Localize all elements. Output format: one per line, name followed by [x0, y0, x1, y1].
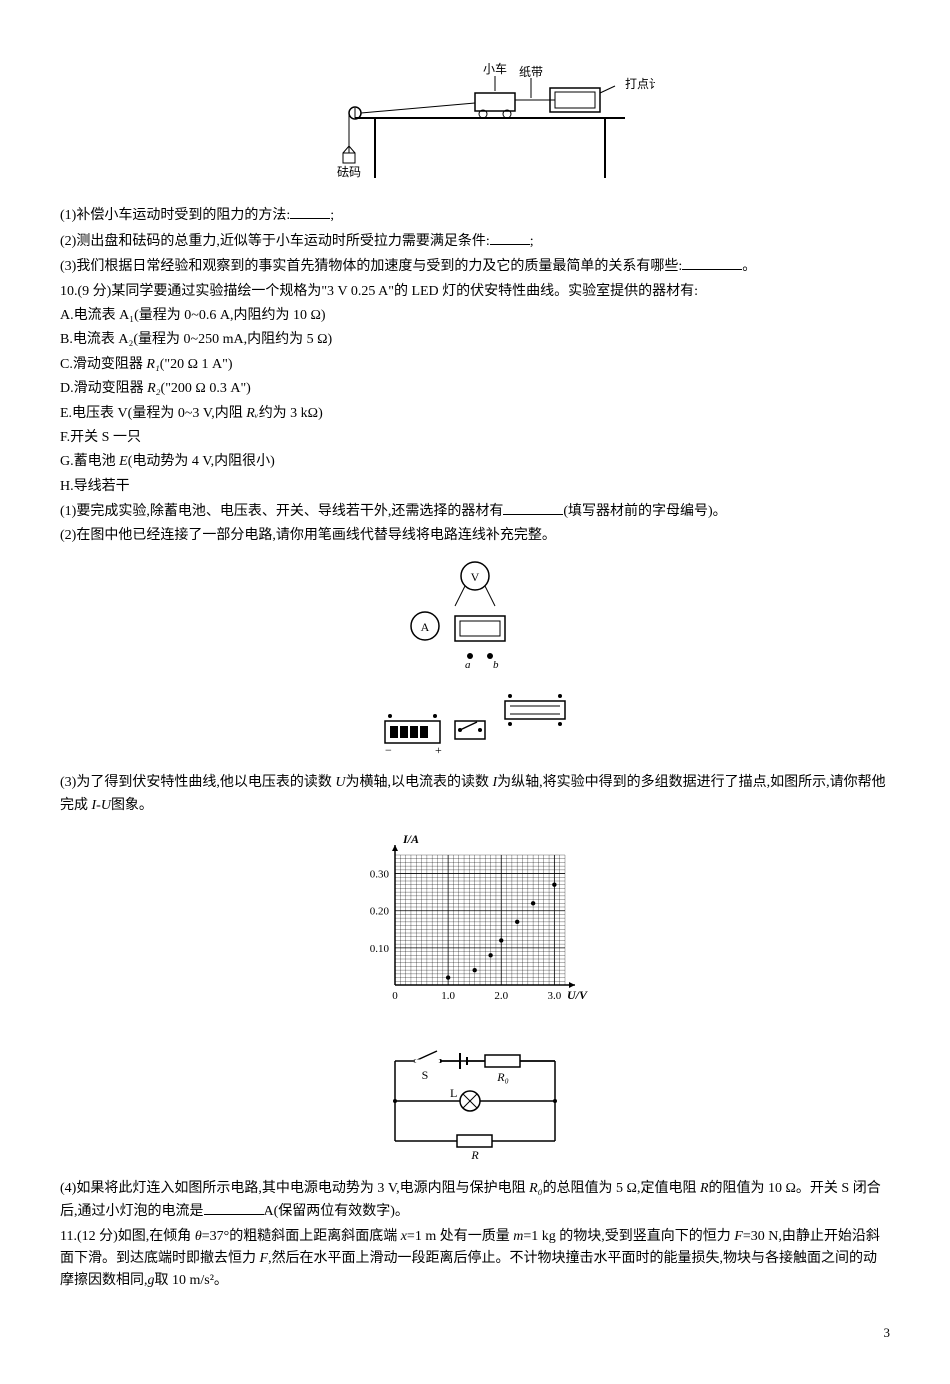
page-number: 3 — [60, 1323, 890, 1344]
fig-cart-setup: 砝码 小车 纸带 打点计时器 — [60, 48, 890, 196]
svg-text:A: A — [421, 620, 430, 634]
q9-3: (3)我们根据日常经验和观察到的事实首先猜物体的加速度与受到的力及它的质量最简单… — [60, 255, 890, 278]
q10-H: H.导线若干 — [60, 476, 890, 498]
svg-text:R: R — [470, 1148, 479, 1161]
svg-text:U/V: U/V — [567, 988, 588, 1002]
svg-text:b: b — [493, 659, 499, 671]
q10-3: (3)为了得到伏安特性曲线,他以电压表的读数 U为横轴,以电流表的读数 I为纵轴… — [60, 772, 890, 817]
q10-G: G.蓄电池 E(电动势为 4 V,内阻很小) — [60, 451, 890, 473]
svg-text:S: S — [422, 1068, 429, 1082]
q10-E: E.电压表 V(量程为 0~3 V,内阻 Rᵥ约为 3 kΩ) — [60, 403, 890, 425]
svg-text:I/A: I/A — [402, 832, 419, 846]
q10-B: B.电流表 A₂(量程为 0~250 mA,内阻约为 5 Ω) — [60, 329, 890, 351]
q10-4: (4)如果将此灯连入如图所示电路,其中电源电动势为 3 V,电源内阻与保护电阻 … — [60, 1178, 890, 1224]
svg-text:3.0: 3.0 — [548, 990, 562, 1002]
q9-2: (2)测出盘和砝码的总重力,近似等于小车运动时所受拉力需要满足条件:; — [60, 230, 890, 253]
svg-text:L: L — [450, 1086, 457, 1100]
svg-text:a: a — [465, 659, 471, 671]
q10-A: A.电流表 A₁(量程为 0~0.6 A,内阻约为 10 Ω) — [60, 305, 890, 327]
svg-text:0.20: 0.20 — [370, 906, 390, 918]
fig-circuit-wiring: V A a b − + — [60, 556, 890, 764]
svg-text:0.10: 0.10 — [370, 943, 390, 955]
svg-text:R₀: R₀ — [496, 1070, 509, 1084]
fig-iu-graph: 0.10 0.20 0.30 0 1.0 2.0 3.0 I/A U/V — [60, 825, 890, 1033]
q10-intro: 10.(9 分)某同学要通过实验描绘一个规格为"3 V 0.25 A"的 LED… — [60, 281, 890, 303]
car-label: 小车 — [483, 61, 507, 76]
svg-text:2.0: 2.0 — [494, 990, 508, 1002]
fig-circuit-schematic: S R₀ L R — [60, 1041, 890, 1169]
svg-text:−: − — [385, 743, 392, 756]
q10-C: C.滑动变阻器 R₁("20 Ω 1 A") — [60, 354, 890, 376]
svg-text:0.30: 0.30 — [370, 869, 390, 881]
svg-text:0: 0 — [392, 990, 398, 1002]
timer-label: 打点计时器 — [625, 77, 655, 91]
q11: 11.(12 分)如图,在倾角 θ=37°的粗糙斜面上距离斜面底端 x=1 m … — [60, 1226, 890, 1293]
q10-1: (1)要完成实验,除蓄电池、电压表、开关、导线若干外,还需选择的器材有(填写器材… — [60, 500, 890, 523]
q10-2: (2)在图中他已经连接了一部分电路,请你用笔画线代替导线将电路连线补充完整。 — [60, 525, 890, 547]
tape-label: 纸带 — [519, 65, 543, 79]
svg-text:+: + — [435, 743, 442, 756]
svg-text:V: V — [471, 570, 480, 584]
q10-F: F.开关 S 一只 — [60, 427, 890, 449]
weight-label: 砝码 — [337, 164, 361, 179]
q10-D: D.滑动变阻器 R₂("200 Ω 0.3 A") — [60, 378, 890, 400]
q9-1: (1)补偿小车运动时受到的阻力的方法:; — [60, 204, 890, 227]
svg-text:1.0: 1.0 — [441, 990, 455, 1002]
